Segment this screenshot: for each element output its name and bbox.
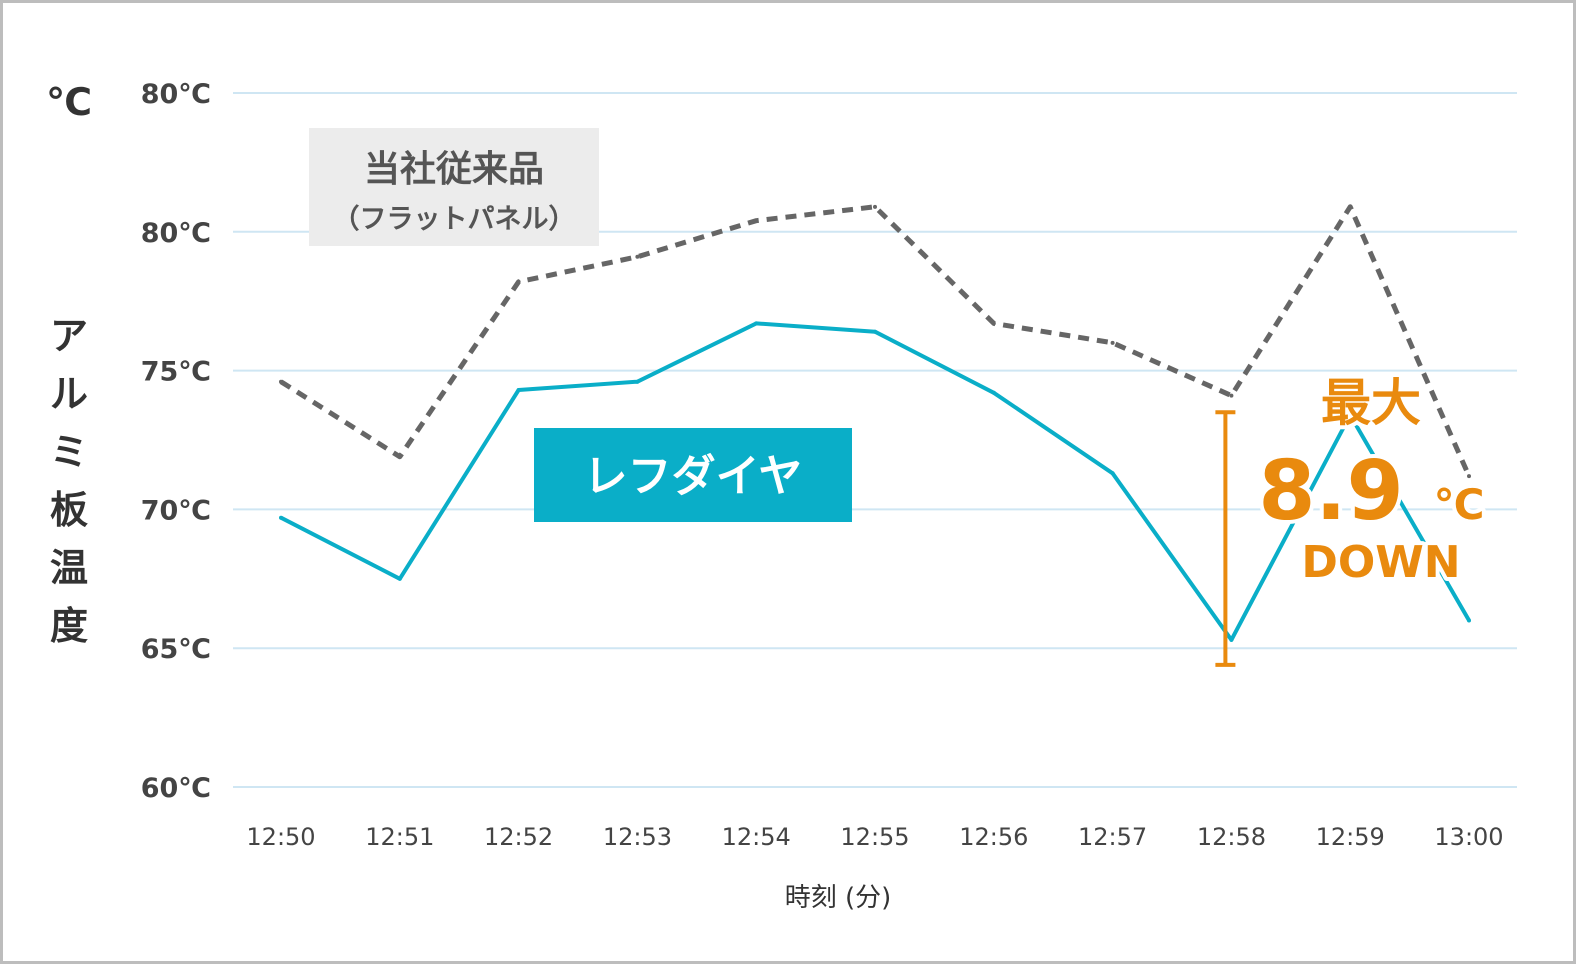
data-point — [1229, 637, 1234, 642]
x-tick-label: 13:00 — [1434, 823, 1503, 851]
data-point — [279, 515, 283, 520]
x-tick-label: 12:59 — [1316, 823, 1385, 851]
annotation-value: 8.9 — [1258, 444, 1403, 539]
y-unit-label: ℃ — [46, 80, 92, 124]
data-point — [873, 204, 877, 209]
y-axis-label-char: ミ — [50, 430, 88, 474]
annotation-max-label: 最大 — [1321, 374, 1421, 432]
y-axis-label-char: ル — [50, 372, 88, 416]
data-point — [397, 454, 402, 459]
data-point — [1467, 618, 1471, 623]
series-line-conventional — [279, 204, 1472, 478]
data-point — [1229, 393, 1234, 398]
y-tick-label: 80℃ — [141, 79, 211, 110]
data-point — [991, 321, 996, 326]
y-axis-label-char: ア — [50, 314, 88, 358]
x-tick-label: 12:55 — [840, 823, 909, 851]
data-point — [873, 329, 877, 334]
x-tick-label: 12:54 — [722, 823, 791, 851]
data-point — [1348, 413, 1353, 418]
x-tick-label: 12:52 — [484, 823, 553, 851]
data-point — [1467, 474, 1471, 479]
data-point — [1110, 471, 1115, 476]
data-point — [279, 379, 283, 384]
x-tick-label: 12:58 — [1197, 823, 1266, 851]
data-point — [397, 576, 402, 581]
legend-box-conventional — [309, 128, 599, 246]
y-tick-label: 80℃ — [141, 218, 211, 249]
y-tick-label: 60℃ — [141, 773, 211, 804]
x-tick-label: 12:50 — [246, 823, 315, 851]
line-chart: 80℃80℃75℃70℃65℃60℃ 12:50 12:51 12:52 12:53 1… — [46, 79, 1517, 913]
legend-box-refdiamond — [534, 428, 852, 522]
annotation-down-label: DOWN — [1301, 537, 1460, 588]
data-point — [1110, 340, 1115, 345]
data-point — [516, 279, 521, 284]
x-tick-label: 12:56 — [959, 823, 1028, 851]
data-point — [1348, 204, 1353, 209]
y-tick-label: 70℃ — [141, 495, 211, 526]
data-point — [635, 254, 640, 259]
data-point — [516, 388, 521, 393]
data-point — [754, 218, 759, 223]
y-axis-label-char: 板 — [50, 488, 88, 532]
series-layer — [279, 204, 1472, 642]
x-axis-label: 時刻 (分) — [785, 883, 892, 913]
x-tick-label: 12:53 — [603, 823, 672, 851]
x-tick-label: 12:57 — [1078, 823, 1147, 851]
y-axis-label-char: 度 — [50, 604, 88, 648]
y-tick-labels: 80℃ 80℃ 75℃ 70℃ 65℃ 60℃ — [141, 79, 211, 804]
difference-bracket — [1215, 410, 1236, 667]
y-tick-label: 65℃ — [141, 634, 211, 665]
legend-label-refdiamond: レフダイヤ — [584, 451, 803, 502]
y-axis-label-char: 温 — [50, 546, 88, 590]
data-point — [635, 379, 640, 384]
x-tick-label: 12:51 — [365, 823, 434, 851]
x-tick-labels: 12:50 12:51 12:52 12:53 12:54 12:55 12:56 12:57… — [246, 823, 1503, 851]
data-point — [991, 390, 996, 395]
annotation-unit: ℃ — [1434, 480, 1485, 529]
y-tick-label: 75℃ — [141, 357, 211, 388]
legend-sublabel-conventional: （フラットパネル） — [333, 204, 576, 235]
legend-label-conventional: 当社従来品 — [364, 149, 544, 190]
data-point — [754, 321, 759, 326]
